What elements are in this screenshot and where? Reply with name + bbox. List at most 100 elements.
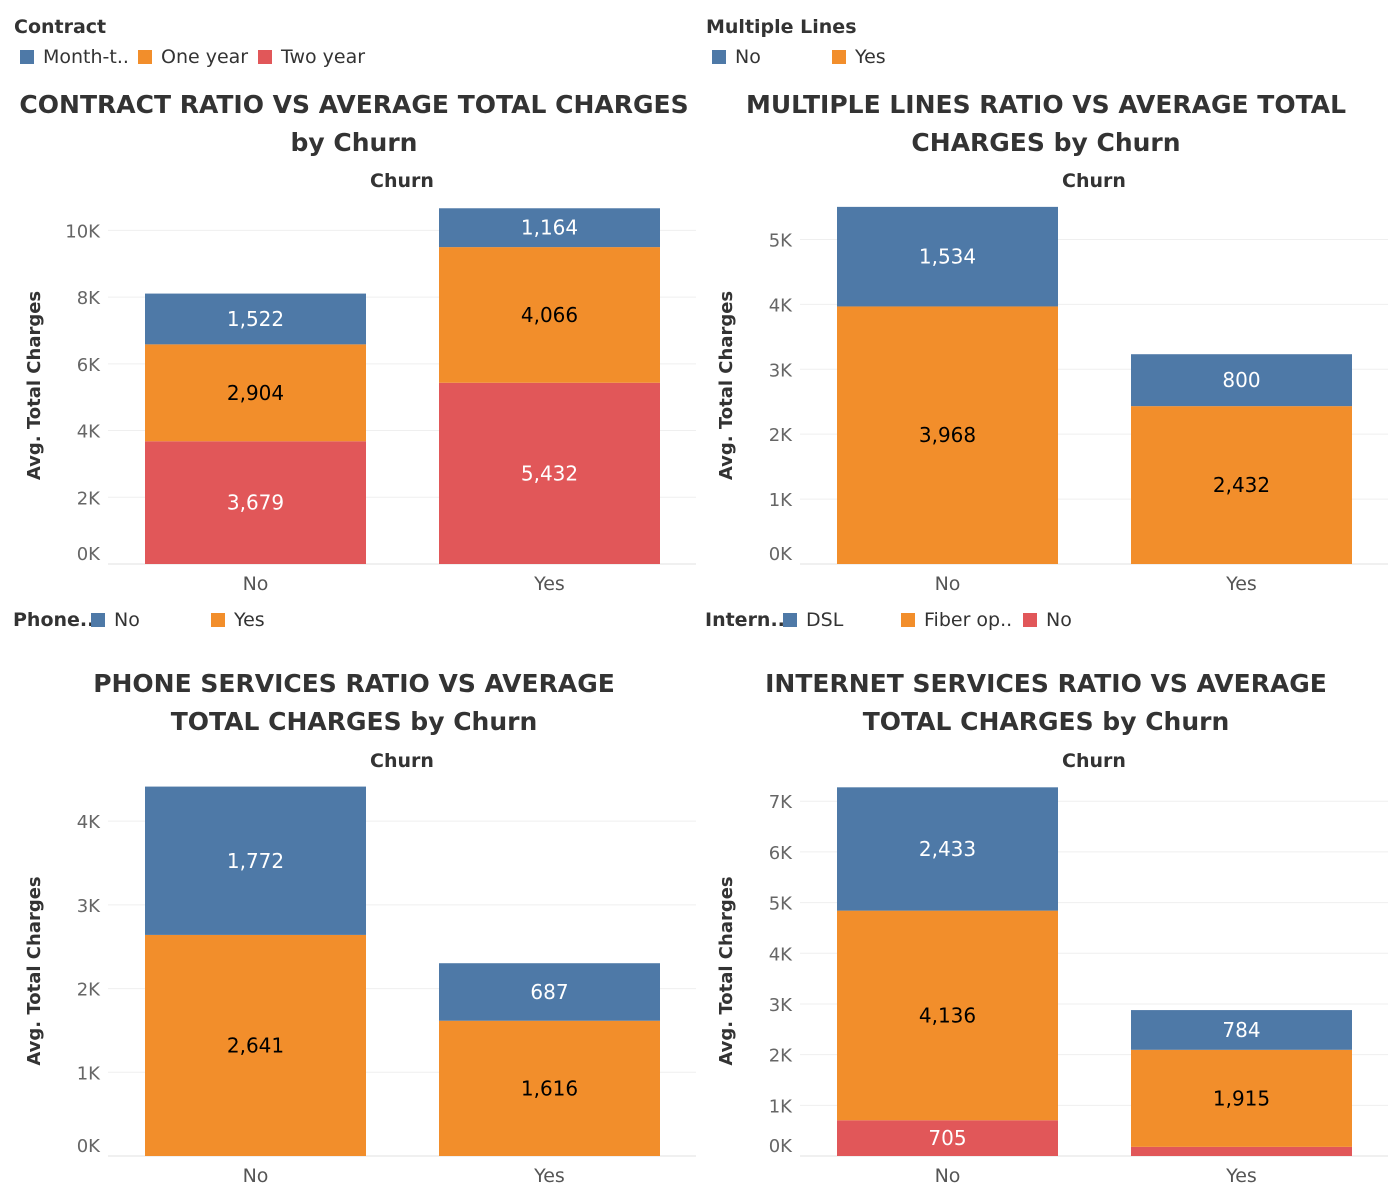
- legend-item[interactable]: No: [91, 609, 140, 631]
- y-tick-label: 1K: [769, 1096, 793, 1117]
- y-axis-label: Avg. Total Charges: [716, 876, 737, 1065]
- y-tick-label: 7K: [769, 792, 793, 813]
- chart-multiple-lines: Churn 0K 1K 2K 3K 4K 5K Avg. Total Charges 3,968…: [716, 170, 1388, 595]
- legend-item[interactable]: Yes: [832, 46, 886, 68]
- legend-item[interactable]: Two year: [258, 46, 365, 68]
- legend-item[interactable]: Month-t..: [20, 46, 129, 68]
- y-tick-label: 1K: [769, 490, 793, 511]
- chart-title-phone-services: PHONE SERVICES RATIO VS AVERAGE TOTAL CH…: [93, 669, 615, 736]
- chart-title-internet-services: INTERNET SERVICES RATIO VS AVERAGE TOTAL…: [765, 669, 1327, 736]
- y-axis-label: Avg. Total Charges: [716, 291, 737, 480]
- data-label: 687: [530, 980, 568, 1004]
- legend-label: Yes: [855, 46, 886, 68]
- legend-swatch: [712, 50, 726, 64]
- legend-label: No: [114, 609, 140, 631]
- bar-segment[interactable]: [145, 293, 366, 345]
- bar-segment[interactable]: [439, 382, 660, 564]
- bar-segment[interactable]: [145, 934, 366, 1156]
- legend-contract: Contract Month-t.. One year Two year: [14, 16, 694, 76]
- legend-title: Contract: [14, 16, 107, 38]
- x-category-label: No: [935, 1165, 961, 1187]
- legend-swatch: [783, 613, 797, 627]
- y-tick-label: 4K: [77, 422, 101, 443]
- chart-contract: Churn 0K 2K 4K 6K 8K 10K Avg. Total Charges 3,67…: [24, 170, 696, 595]
- legend-swatch: [20, 50, 34, 64]
- legend-label: Yes: [234, 609, 265, 631]
- legend-phone-services: Phone.. No Yes: [13, 603, 693, 663]
- data-label: 4,066: [521, 303, 578, 327]
- legend-item[interactable]: DSL: [783, 609, 843, 631]
- bar-segment[interactable]: [439, 208, 660, 248]
- data-label: 2,432: [1213, 473, 1270, 497]
- bar-segment[interactable]: [1131, 354, 1352, 407]
- bar-segment[interactable]: [439, 963, 660, 1021]
- data-label: 1,534: [919, 245, 976, 269]
- y-tick-label: 8K: [77, 288, 101, 309]
- data-label: 705: [928, 1126, 966, 1150]
- bar-segment[interactable]: [439, 1020, 660, 1156]
- column-header: Churn: [370, 170, 434, 192]
- x-category-label: Yes: [533, 573, 565, 595]
- chart-phone-services: Churn 0K 1K 2K 3K 4K Avg. Total Charges 2,641 1,…: [24, 750, 696, 1187]
- chart-title-contract: CONTRACT RATIO VS AVERAGE TOTAL CHARGES …: [19, 90, 689, 157]
- legend-multiple-lines: Multiple Lines No Yes: [706, 16, 1386, 76]
- legend-swatch: [832, 50, 846, 64]
- bar-segment[interactable]: [1131, 1049, 1352, 1147]
- legend-label: DSL: [806, 609, 844, 631]
- data-label: 2,904: [227, 381, 284, 405]
- bar-segment[interactable]: [837, 910, 1058, 1121]
- legend-swatch: [138, 50, 152, 64]
- legend-swatch: [211, 613, 225, 627]
- legend-label: Month-t..: [43, 46, 129, 68]
- bar-segment[interactable]: [837, 206, 1058, 307]
- x-category-label: No: [243, 573, 269, 595]
- legend-swatch: [91, 613, 105, 627]
- legend-label: No: [1046, 609, 1072, 631]
- data-label: 1,772: [227, 849, 284, 873]
- bar-segment[interactable]: [1131, 1010, 1352, 1050]
- legend-label: One year: [161, 46, 249, 68]
- data-label: 800: [1222, 368, 1260, 392]
- data-label: 2,641: [227, 1033, 284, 1057]
- legend-item[interactable]: Fiber op..: [901, 609, 1012, 631]
- data-label: 1,164: [521, 216, 578, 240]
- data-label: 1,616: [521, 1076, 578, 1100]
- legend-internet-services: Intern.. DSL Fiber op.. No: [705, 603, 1385, 663]
- column-header: Churn: [1062, 750, 1126, 772]
- bar-segment[interactable]: [145, 786, 366, 935]
- bar-segment[interactable]: [439, 247, 660, 383]
- bar-segment[interactable]: [837, 787, 1058, 911]
- legend-label: Fiber op..: [924, 609, 1013, 631]
- column-header: Churn: [1062, 170, 1126, 192]
- y-tick-label: 3K: [77, 896, 101, 917]
- x-category-label: No: [243, 1165, 269, 1187]
- legend-title: Intern..: [705, 609, 785, 631]
- legend-item[interactable]: No: [712, 46, 761, 68]
- data-label: 1,522: [227, 307, 284, 331]
- y-tick-label: 10K: [65, 221, 101, 242]
- bar-segment[interactable]: [1131, 406, 1352, 564]
- y-tick-label: 0K: [77, 1136, 101, 1157]
- y-tick-label: 2K: [769, 425, 793, 446]
- legend-item[interactable]: Yes: [211, 609, 265, 631]
- bar-segment[interactable]: [145, 344, 366, 442]
- bar-segment[interactable]: [145, 441, 366, 564]
- chart-internet-services: Churn 0K 1K 2K 3K 4K 5K 6K 7K Avg. Total Charges 7…: [716, 750, 1388, 1187]
- x-category-label: Yes: [1225, 573, 1257, 595]
- y-tick-label: 4K: [769, 295, 793, 316]
- column-header: Churn: [370, 750, 434, 772]
- data-label: 4,136: [919, 1003, 976, 1027]
- y-tick-label: 0K: [769, 1136, 793, 1157]
- chart-title-multiple-lines: MULTIPLE LINES RATIO VS AVERAGE TOTAL CH…: [746, 90, 1346, 157]
- y-tick-label: 5K: [769, 894, 793, 915]
- y-tick-label: 3K: [769, 360, 793, 381]
- y-tick-label: 3K: [769, 995, 793, 1016]
- bar-segment[interactable]: [837, 306, 1058, 564]
- legend-item[interactable]: One year: [138, 46, 248, 68]
- bar-segment[interactable]: [837, 1120, 1058, 1156]
- legend-item[interactable]: No: [1023, 609, 1072, 631]
- legend-label: No: [735, 46, 761, 68]
- data-label: 1,915: [1213, 1086, 1270, 1110]
- y-axis-label: Avg. Total Charges: [24, 876, 45, 1065]
- bar-segment[interactable]: [1131, 1146, 1352, 1156]
